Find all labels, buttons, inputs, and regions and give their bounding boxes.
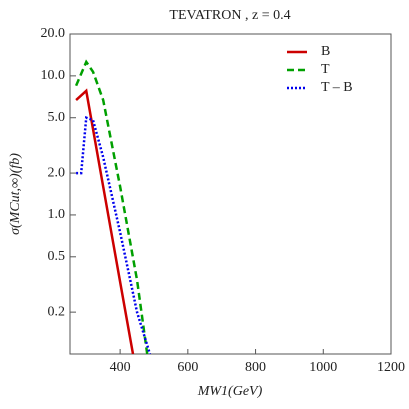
- y-tick-label: 1.0: [48, 207, 66, 222]
- y-tick-label: 5.0: [48, 110, 66, 125]
- plot-area: [74, 59, 152, 354]
- line: [75, 88, 135, 354]
- x-tick-label: 1000: [309, 360, 337, 375]
- x-tick-label: 800: [245, 360, 266, 375]
- x-axis-label: MW1(GeV): [197, 384, 263, 399]
- x-tick-label: 400: [110, 360, 131, 375]
- legend-label: T: [321, 62, 330, 77]
- line: [74, 59, 149, 354]
- x-tick-label: 1200: [377, 360, 405, 375]
- y-axis-label: σ(MCut,∞)(fb): [8, 153, 23, 235]
- legend-label: T – B: [321, 80, 353, 95]
- x-tick-label: 600: [177, 360, 198, 375]
- legend-label: B: [321, 44, 330, 59]
- plot-frame: [69, 33, 392, 355]
- y-tick-label: 0.2: [48, 304, 66, 319]
- y-tick-label: 0.5: [48, 249, 66, 264]
- chart-title: TEVATRON , z = 0.4: [169, 8, 290, 23]
- y-tick-label: 2.0: [48, 165, 66, 180]
- y-tick-label: 10.0: [41, 68, 66, 83]
- y-tick-label: 20.0: [41, 26, 66, 41]
